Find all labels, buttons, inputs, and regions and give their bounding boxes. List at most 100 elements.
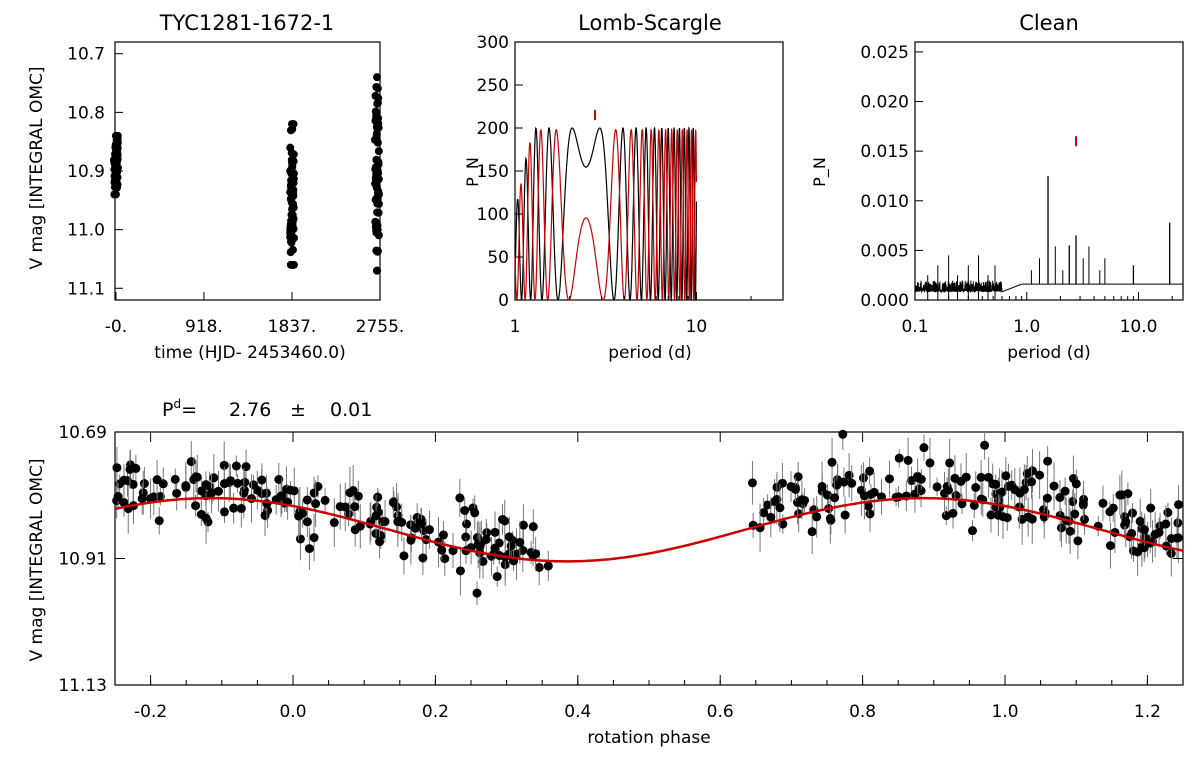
- lightcurve-point: [371, 163, 380, 172]
- clean-xtick-label: 1.0: [1013, 317, 1040, 337]
- lightcurve-point: [288, 260, 297, 269]
- phased-point: [747, 478, 757, 488]
- phased-point: [859, 491, 869, 501]
- phased-point: [260, 510, 270, 520]
- phased-point: [1172, 533, 1182, 543]
- phased-point: [233, 478, 243, 488]
- phased-point: [817, 481, 827, 491]
- clean-panel: Clean 0.1 1.0 10.0 0.000 0.005 0.010 0.015 0.02…: [810, 11, 1184, 363]
- phased-point: [375, 537, 385, 547]
- lightcurve-ytick-label: 10.8: [67, 103, 105, 123]
- phased-point: [229, 503, 239, 513]
- lightcurve-panel: TYC1281-1672-1 -0. 918. 1837. 2755. 10.7 10.8…: [27, 11, 404, 363]
- phased-point: [294, 511, 304, 521]
- phased-point: [1079, 514, 1089, 524]
- phased-point: [277, 491, 287, 501]
- period-value: 2.76: [229, 399, 271, 421]
- phased-point: [948, 508, 958, 518]
- lombscargle-ytick-label: 50: [487, 248, 509, 268]
- phased-point: [759, 508, 769, 518]
- lightcurve-point: [374, 123, 383, 132]
- lightcurve-point: [288, 163, 297, 172]
- phased-point: [830, 493, 840, 503]
- phased-point: [919, 443, 929, 453]
- phased-point: [951, 491, 961, 501]
- lombscargle-ytick-label: 150: [477, 162, 509, 182]
- phased-point: [274, 475, 284, 485]
- phased-point: [986, 510, 996, 520]
- phased-point: [201, 513, 211, 523]
- lightcurve-point: [286, 126, 295, 135]
- period-pm: ±: [290, 399, 306, 421]
- phased-point: [797, 495, 807, 505]
- phased-point: [971, 483, 981, 493]
- phased-point: [196, 486, 206, 496]
- lombscargle-title: Lomb-Scargle: [578, 11, 722, 35]
- phased-point: [492, 572, 502, 582]
- phased-point: [172, 488, 182, 498]
- phased-point: [209, 473, 219, 483]
- phased-point: [119, 475, 129, 485]
- lightcurve-points: [110, 73, 383, 275]
- lightcurve-point: [286, 248, 295, 257]
- lightcurve-point: [110, 172, 119, 181]
- phased-point: [231, 461, 241, 471]
- phased-point: [838, 429, 848, 439]
- phased-point: [472, 588, 482, 598]
- clean-title: Clean: [1019, 11, 1079, 35]
- phased-point: [241, 462, 251, 472]
- phased-point: [945, 458, 955, 468]
- phased-point: [1133, 547, 1143, 557]
- phased-point: [914, 484, 924, 494]
- phased-point: [1055, 493, 1065, 503]
- phased-point: [865, 466, 875, 476]
- phased-point: [1060, 486, 1070, 496]
- phased-point: [309, 533, 319, 543]
- phased-point: [980, 440, 990, 450]
- lightcurve-point: [373, 99, 382, 108]
- lombscargle-ytick-label: 300: [477, 33, 509, 53]
- clean-frame: [914, 41, 1184, 301]
- phased-point: [236, 504, 246, 514]
- lightcurve-ytick-label: 10.7: [67, 45, 105, 65]
- lombscargle-ytick-label: 250: [477, 76, 509, 96]
- phased-point: [350, 502, 360, 512]
- phased-point: [490, 527, 500, 537]
- lightcurve-xtick-label: 2755.: [356, 317, 405, 337]
- phased-point: [462, 519, 472, 529]
- phased-point: [925, 458, 935, 468]
- lightcurve-xtick-label: 1837.: [268, 317, 317, 337]
- phased-point: [894, 453, 904, 463]
- lightcurve-xtick-label: -0.: [105, 317, 127, 337]
- phased-point: [518, 545, 528, 555]
- phased-point: [137, 494, 147, 504]
- phased-point: [778, 519, 788, 529]
- lightcurve-point: [374, 147, 383, 156]
- clean-series: [914, 136, 1183, 300]
- phased-point: [969, 500, 979, 510]
- phased-point: [832, 480, 842, 490]
- phased-point: [913, 473, 923, 483]
- phased-point: [1098, 498, 1108, 508]
- phased-point: [762, 500, 772, 510]
- phased-point: [812, 512, 822, 522]
- lightcurve-point: [374, 175, 383, 184]
- phased-point: [170, 474, 180, 484]
- phased-point: [506, 541, 516, 551]
- phased-point: [863, 501, 873, 511]
- phased-point: [1105, 507, 1115, 517]
- phased-ticks: -0.2 0.0 0.2 0.4 0.6 0.8 1.0 1.2 10.69 10.91 11.13: [58, 423, 1183, 722]
- phased-points: [112, 429, 1184, 605]
- phased-point: [1043, 456, 1053, 466]
- lightcurve-point: [111, 156, 120, 165]
- phased-point: [984, 472, 994, 482]
- phased-point: [534, 562, 544, 572]
- phased-point: [1071, 479, 1081, 489]
- phased-point: [1127, 528, 1137, 538]
- phased-point: [1002, 513, 1012, 523]
- phased-point: [393, 517, 403, 527]
- phased-point: [543, 561, 553, 571]
- lightcurve-xlabel: time (HJD- 2453460.0): [154, 343, 345, 363]
- lightcurve-title: TYC1281-1672-1: [159, 11, 335, 35]
